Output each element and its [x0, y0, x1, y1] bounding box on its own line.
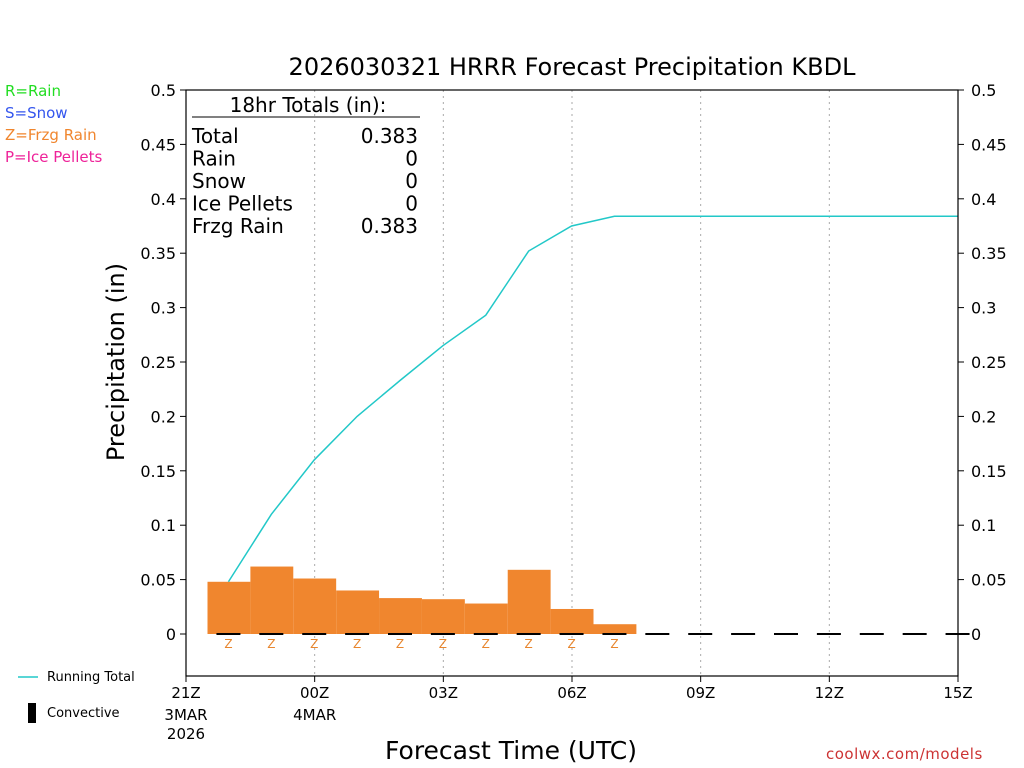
totals-row-value: 0.383: [361, 214, 418, 238]
precip-bar: [250, 566, 294, 634]
precip-bar: [550, 608, 594, 634]
y-tick-label-right: 0.25: [971, 353, 1007, 372]
precip-bar: [421, 599, 465, 634]
totals-row-label: Rain: [192, 147, 236, 171]
precip-type-label: Z: [353, 637, 361, 651]
totals-row-label: Frzg Rain: [192, 214, 284, 238]
y-tick-label-right: 0.1: [971, 516, 996, 535]
totals-row-label: Ice Pellets: [192, 192, 293, 216]
y-tick-label-left: 0.4: [151, 190, 176, 209]
precip-bar: [207, 581, 251, 634]
totals-row-value: 0: [405, 169, 418, 193]
x-tick-label: 12Z: [815, 684, 844, 702]
precip-type-label: Z: [224, 637, 232, 651]
legend-convective-swatch: [28, 703, 36, 723]
y-tick-label-right: 0.4: [971, 190, 996, 209]
legend-frzg-rain: Z=Frzg Rain: [5, 126, 97, 144]
y-tick-label-right: 0.45: [971, 135, 1007, 154]
precip-bar: [336, 590, 380, 634]
legend-convective-label: Convective: [47, 706, 120, 721]
type-legend: R=Rain S=Snow Z=Frzg Rain P=Ice Pellets: [5, 80, 102, 168]
x-tick-label: 03Z: [429, 684, 458, 702]
x-tick-label: 21Z: [171, 684, 200, 702]
running-total-line: [227, 215, 958, 583]
precip-type-label: Z: [610, 637, 618, 651]
precip-type-label: Z: [310, 637, 318, 651]
precip-type-label: Z: [267, 637, 275, 651]
x-tick-date: 4MAR: [293, 706, 336, 724]
precip-type-label: Z: [567, 637, 575, 651]
y-axis-label: Precipitation (in): [102, 263, 130, 461]
totals-row-label: Total: [191, 124, 239, 148]
legend-ice-pellets: P=Ice Pellets: [5, 148, 103, 166]
y-tick-label-left: 0.2: [151, 407, 176, 426]
y-tick-label-left: 0: [166, 625, 176, 644]
y-tick-label-left: 0.3: [151, 299, 176, 318]
totals-row-value: 0: [405, 147, 418, 171]
totals-row-label: Snow: [192, 169, 246, 193]
y-tick-label-right: 0: [971, 625, 981, 644]
y-tick-label-right: 0.15: [971, 462, 1007, 481]
x-tick-date: 3MAR: [164, 706, 207, 724]
y-tick-label-right: 0.5: [971, 81, 996, 100]
x-tick-label: 00Z: [300, 684, 329, 702]
precip-bar: [464, 603, 508, 634]
y-tick-label-left: 0.1: [151, 516, 176, 535]
precip-type-label: Z: [396, 637, 404, 651]
precip-type-label: Z: [525, 637, 533, 651]
legend-snow: S=Snow: [5, 104, 68, 122]
y-tick-label-left: 0.5: [151, 81, 176, 100]
y-tick-label-left: 0.35: [140, 244, 176, 263]
precip-bar: [379, 598, 422, 634]
x-tick-label: 06Z: [557, 684, 586, 702]
totals-row-value: 0.383: [361, 124, 418, 148]
y-tick-label-left: 0.25: [140, 353, 176, 372]
x-tick-label: 09Z: [686, 684, 715, 702]
y-tick-label-left: 0.45: [140, 135, 176, 154]
watermark: coolwx.com/models: [826, 745, 983, 763]
precip-type-label: Z: [439, 637, 447, 651]
precip-bar: [593, 624, 637, 634]
legend-running-total-label: Running Total: [47, 670, 135, 685]
chart-title: 2026030321 HRRR Forecast Precipitation K…: [289, 53, 857, 81]
totals-heading: 18hr Totals (in):: [230, 93, 387, 117]
totals-row-value: 0: [405, 192, 418, 216]
x-tick-label: 15Z: [943, 684, 972, 702]
y-tick-label-right: 0.05: [971, 571, 1007, 590]
y-tick-label-left: 0.15: [140, 462, 176, 481]
precip-bar: [507, 569, 551, 634]
x-axis-label: Forecast Time (UTC): [385, 736, 637, 765]
y-tick-label-right: 0.2: [971, 407, 996, 426]
legend-rain: R=Rain: [5, 82, 61, 100]
y-tick-label-right: 0.3: [971, 299, 996, 318]
y-tick-label-right: 0.35: [971, 244, 1007, 263]
precip-bar: [293, 578, 337, 634]
precip-type-label: Z: [482, 637, 490, 651]
x-tick-year: 2026: [167, 725, 205, 743]
y-tick-label-left: 0.05: [140, 571, 176, 590]
